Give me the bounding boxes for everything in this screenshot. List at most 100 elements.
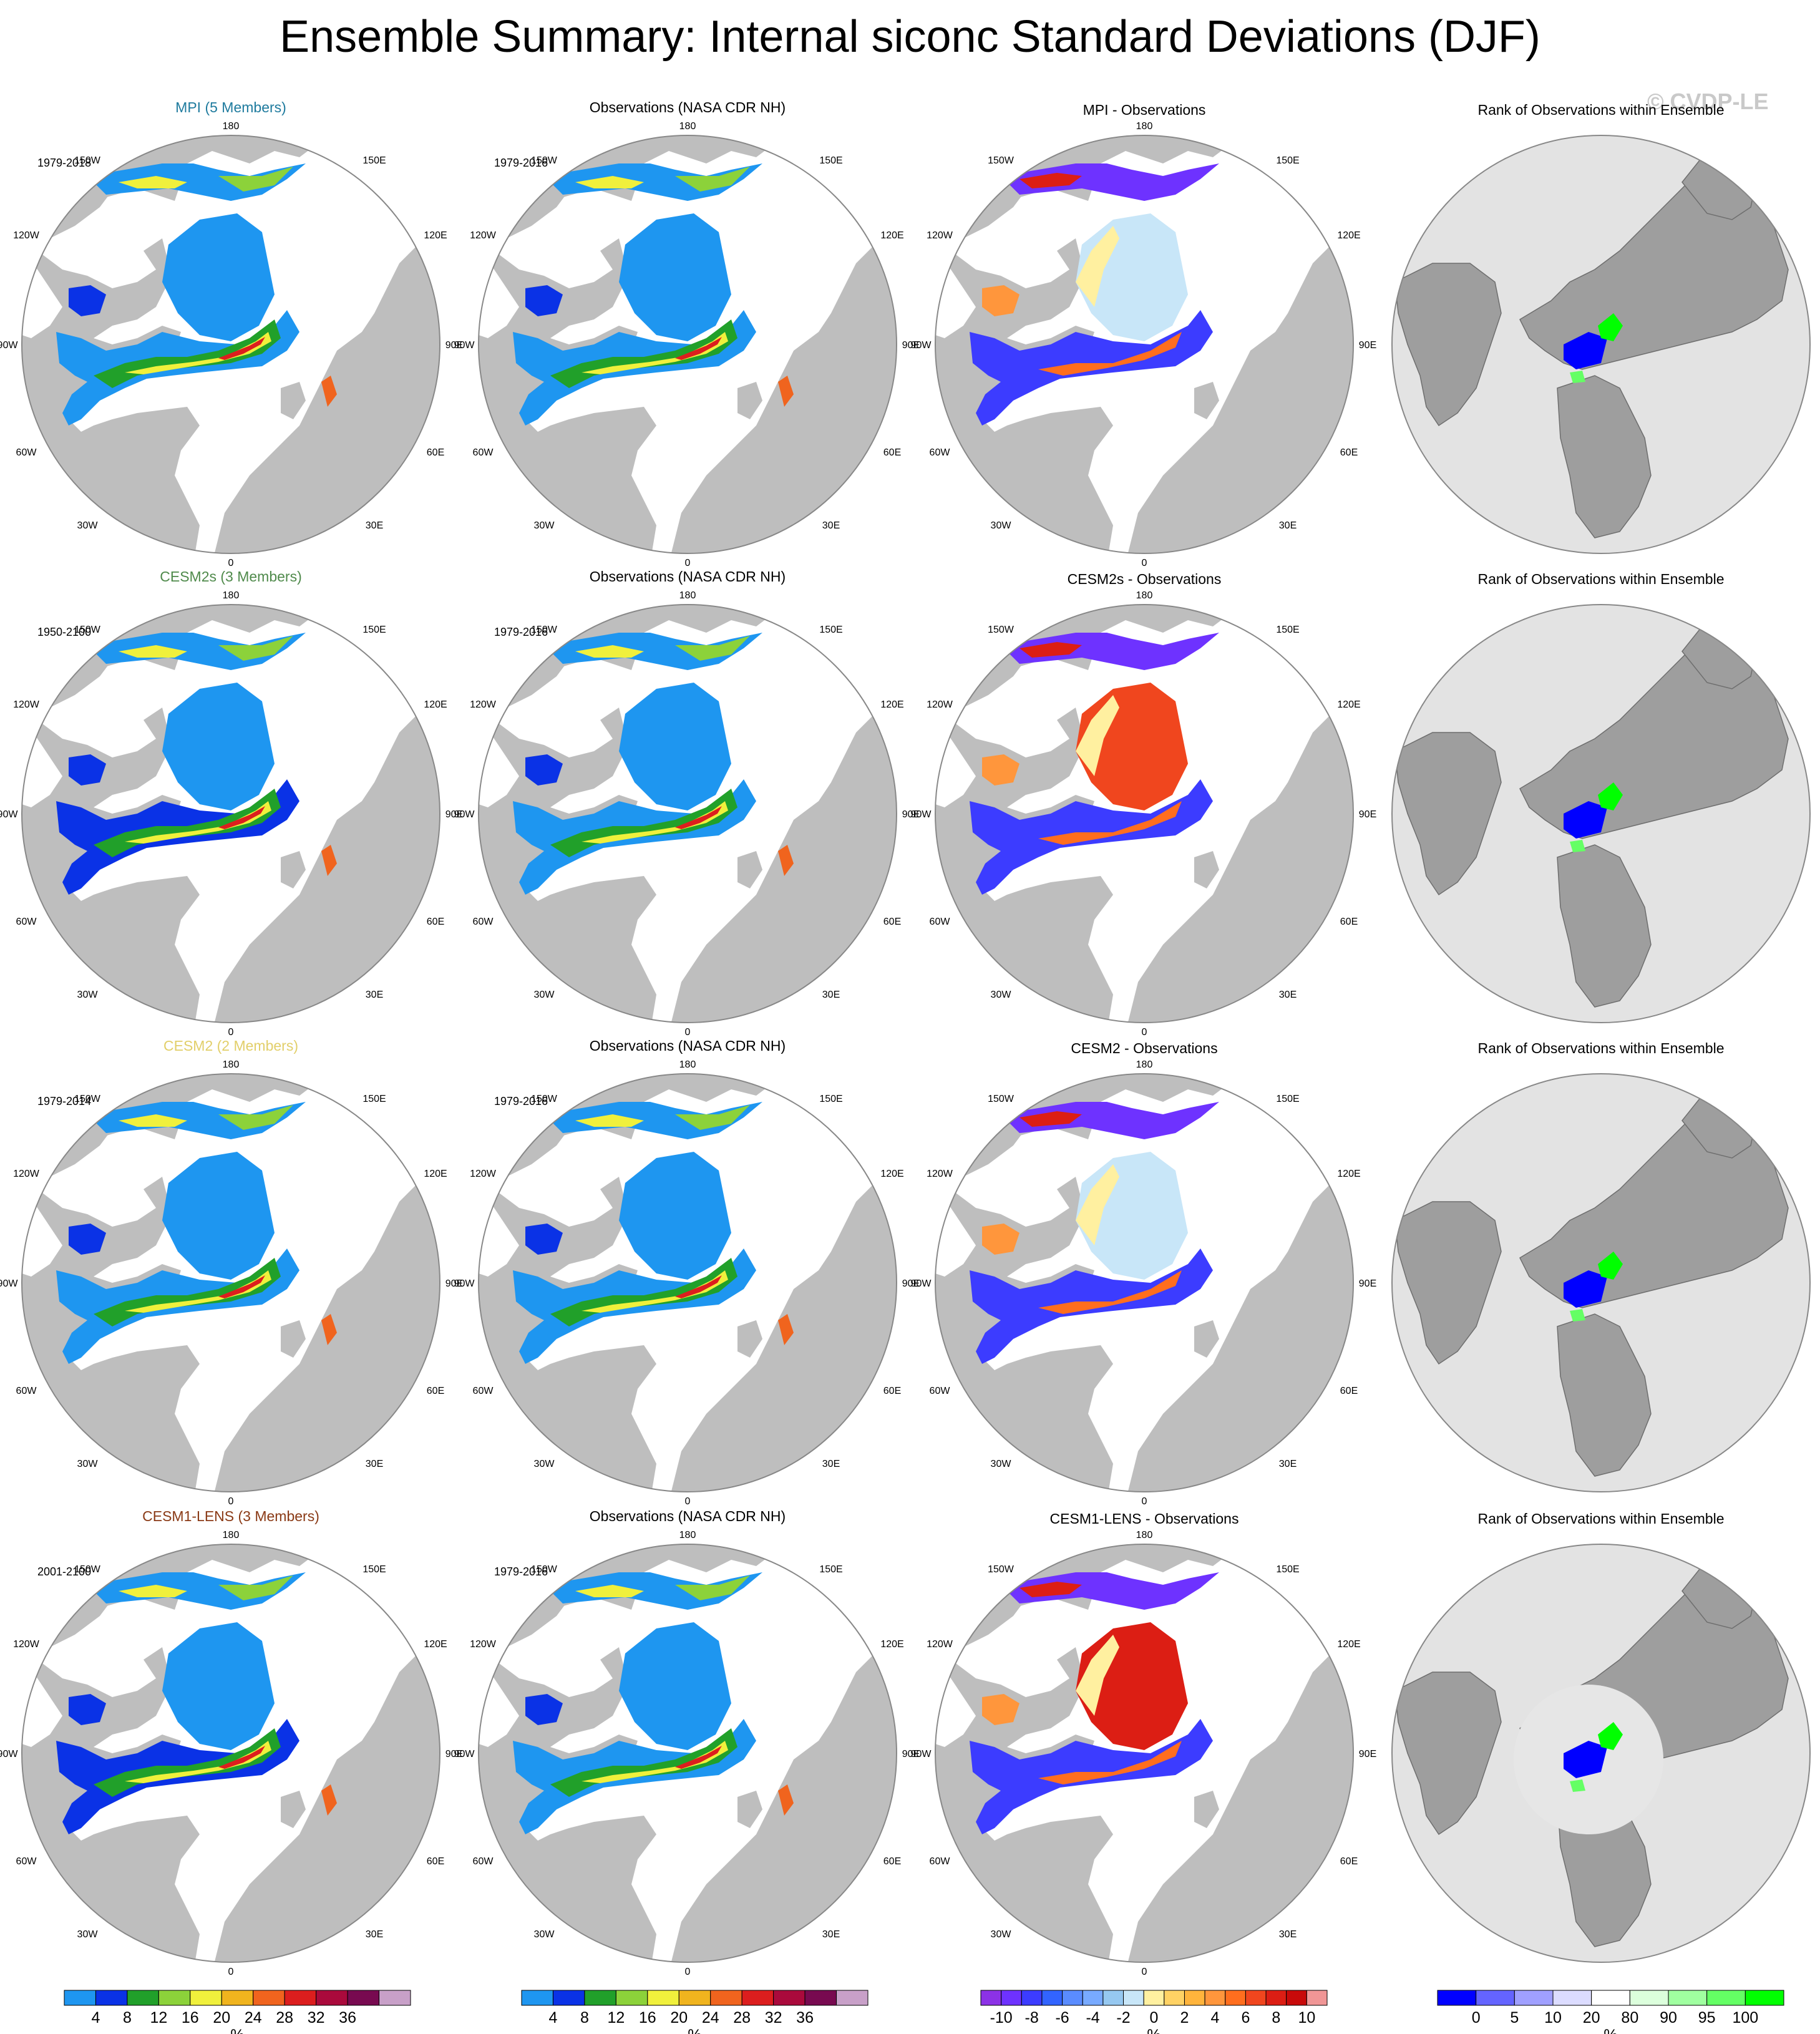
lon-label: 90E bbox=[445, 340, 463, 351]
map-border bbox=[21, 135, 440, 554]
sea-ice-field bbox=[56, 633, 337, 895]
polar-map-diff: 180 0 150W 150E 120W 120E 90W 90E 60W 60E 30W 30E bbox=[911, 1059, 1377, 1507]
lon-label: 30W bbox=[991, 990, 1012, 1000]
colorbar-swatch bbox=[710, 1990, 742, 2006]
lon-label: 150W bbox=[988, 625, 1015, 635]
sea-ice-field bbox=[56, 163, 337, 426]
colorbar-swatch bbox=[316, 1990, 348, 2006]
polar-map-model: 180 0 150W 150E 120W 120E 90W 90E 60W 60E 30W 30E bbox=[0, 1530, 463, 1977]
colorbar-swatch bbox=[221, 1990, 254, 2006]
lon-label: 0 bbox=[1142, 1027, 1147, 1038]
lon-label: 60E bbox=[1340, 447, 1358, 458]
lon-label: 0 bbox=[228, 1967, 234, 1977]
lon-label: 60W bbox=[473, 1386, 494, 1396]
colorbar-tick-label: 28 bbox=[276, 2009, 293, 2027]
panel-title-obs: Observations (NASA CDR NH) bbox=[590, 1038, 786, 1054]
lon-label: 150W bbox=[74, 625, 101, 635]
lon-label: 120E bbox=[424, 230, 447, 241]
lon-label: 90W bbox=[911, 809, 932, 820]
colorbar-swatch bbox=[1437, 1990, 1477, 2006]
lon-label: 120W bbox=[470, 1169, 497, 1179]
lon-label: 120W bbox=[927, 699, 953, 710]
polar-map-model: 180 0 150W 150E 120W 120E 90W 90E 60W 60E 30W 30E bbox=[0, 1059, 463, 1507]
colorbar-tick-label: 12 bbox=[607, 2009, 625, 2027]
colorbar-swatch bbox=[1245, 1990, 1267, 2006]
colorbar-swatch bbox=[379, 1990, 411, 2006]
polar-map-obs: 180 0 150W 150E 120W 120E 90W 90E 60W 60E 30W 30E bbox=[454, 121, 920, 568]
map-border bbox=[935, 1073, 1354, 1492]
lon-label: 150W bbox=[531, 1564, 558, 1575]
lon-label: 90W bbox=[0, 809, 18, 820]
colorbar-swatch bbox=[980, 1990, 1002, 2006]
colorbar-swatch bbox=[584, 1990, 616, 2006]
panel-title-model: MPI (5 Members) bbox=[175, 99, 286, 115]
panel-title-diff: CESM2s - Observations bbox=[1068, 571, 1222, 587]
colorbar-tick-label: 0 bbox=[1472, 2009, 1481, 2027]
colorbar-swatch bbox=[1668, 1990, 1708, 2006]
lon-label: 180 bbox=[679, 1530, 696, 1540]
lon-label: 60E bbox=[1340, 1856, 1358, 1867]
colorbar-tick-label: 36 bbox=[339, 2009, 356, 2027]
lon-label: 30E bbox=[1279, 1459, 1297, 1469]
colorbar-swatch bbox=[1745, 1990, 1784, 2006]
lon-label: 150E bbox=[363, 625, 386, 635]
lon-label: 120W bbox=[470, 699, 497, 710]
lon-label: 120W bbox=[13, 230, 40, 241]
lon-label: 150E bbox=[819, 1564, 842, 1575]
lon-label: 60W bbox=[16, 1386, 37, 1396]
colorbar-tick-label: 20 bbox=[670, 2009, 688, 2027]
panel-title-rank: Rank of Observations within Ensemble bbox=[1477, 1040, 1724, 1056]
panel-title-rank: Rank of Observations within Ensemble bbox=[1477, 1511, 1724, 1527]
colorbar-swatch bbox=[1082, 1990, 1104, 2006]
lon-label: 30W bbox=[991, 520, 1012, 531]
sea-ice-field bbox=[513, 1102, 794, 1364]
lon-label: 60W bbox=[930, 917, 951, 927]
colorbar-swatch bbox=[1552, 1990, 1592, 2006]
colorbar-tick-label: 4 bbox=[1210, 2009, 1219, 2027]
lon-label: 120E bbox=[1337, 1169, 1360, 1179]
lon-label: 30W bbox=[534, 520, 555, 531]
lon-label: 60W bbox=[930, 1856, 951, 1867]
lon-label: 60W bbox=[16, 447, 37, 458]
colorbar-tick-label: 90 bbox=[1660, 2009, 1677, 2027]
lon-label: 90E bbox=[1359, 340, 1376, 351]
lon-label: 30E bbox=[822, 1459, 840, 1469]
lon-label: 150W bbox=[531, 155, 558, 166]
period-label: 1979-2014 bbox=[37, 1095, 91, 1107]
lon-label: 90E bbox=[902, 340, 920, 351]
colorbar-rank: 0 5 10 20 80 90 95 100% bbox=[1437, 1990, 1784, 2034]
colorbar-swatch bbox=[1102, 1990, 1124, 2006]
lon-label: 120E bbox=[1337, 1639, 1360, 1650]
colorbar-swatch bbox=[1306, 1990, 1328, 2006]
lon-label: 120W bbox=[927, 230, 953, 241]
lon-label: 90W bbox=[454, 1278, 475, 1289]
colorbar-diff: -10 -8 -6 -4 -2 0 2 4 6 8 10% bbox=[980, 1990, 1328, 2034]
lon-label: 90E bbox=[445, 809, 463, 820]
lon-label: 120W bbox=[13, 1639, 40, 1650]
map-border bbox=[1391, 1544, 1811, 1963]
cvdp-watermark: © CVDP-LE bbox=[1647, 89, 1769, 114]
period-label: 1979-2016 bbox=[494, 1565, 548, 1578]
colorbar-unit: % bbox=[688, 2027, 701, 2034]
lon-label: 90W bbox=[0, 1749, 18, 1759]
lon-label: 90W bbox=[0, 1278, 18, 1289]
lon-label: 90E bbox=[902, 1749, 920, 1759]
lon-label: 60E bbox=[1340, 917, 1358, 927]
colorbar-tick-label: 6 bbox=[1241, 2009, 1250, 2027]
colorbar-std: 4 8 12 16 20 24 28 32 36% bbox=[64, 1990, 411, 2034]
lon-label: 60W bbox=[473, 917, 494, 927]
colorbar-tick-label: 10 bbox=[1298, 2009, 1315, 2027]
lon-label: 120W bbox=[13, 699, 40, 710]
sea-ice-field bbox=[970, 1102, 1219, 1364]
polar-map-obs: 180 0 150W 150E 120W 120E 90W 90E 60W 60E 30W 30E bbox=[454, 1059, 920, 1507]
lon-label: 0 bbox=[1142, 1496, 1147, 1507]
lon-label: 180 bbox=[223, 590, 240, 601]
polar-map-diff: 180 0 150W 150E 120W 120E 90W 90E 60W 60E 30W 30E bbox=[911, 1530, 1377, 1977]
map-border bbox=[478, 1073, 897, 1492]
lon-label: 150W bbox=[74, 1564, 101, 1575]
lon-label: 60E bbox=[427, 447, 444, 458]
colorbar-tick-label: 24 bbox=[702, 2009, 719, 2027]
colorbar-swatch bbox=[1123, 1990, 1144, 2006]
lon-label: 60W bbox=[473, 447, 494, 458]
lon-label: 90W bbox=[0, 340, 18, 351]
